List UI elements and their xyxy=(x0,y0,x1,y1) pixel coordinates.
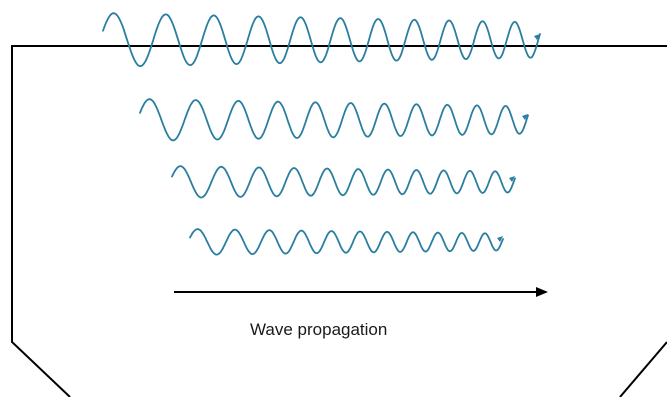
wave-2-arrowhead xyxy=(522,114,528,120)
wave-2 xyxy=(139,98,529,142)
wave-4 xyxy=(189,228,504,256)
waves-group xyxy=(102,12,541,256)
wave-3 xyxy=(171,165,516,199)
wave-3-arrowhead xyxy=(509,176,515,182)
container-outline xyxy=(11,45,667,397)
wave-propagation-label: Wave propagation xyxy=(250,320,388,339)
wave-1 xyxy=(102,12,541,68)
wave-4-arrowhead xyxy=(497,236,503,242)
wave-1-arrowhead xyxy=(534,34,540,40)
